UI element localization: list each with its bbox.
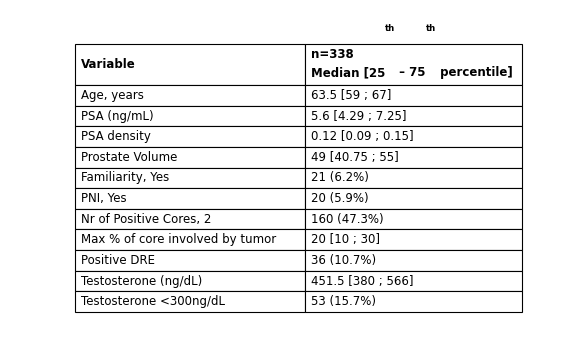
Bar (75, 85, 305, 106)
Text: Testosterone (ng/dL): Testosterone (ng/dL) (81, 275, 202, 288)
Bar (75, 271, 305, 291)
Text: 5.6 [4.29 ; 7.25]: 5.6 [4.29 ; 7.25] (311, 109, 406, 122)
Bar (305, 106, 521, 126)
Text: Positive DRE: Positive DRE (81, 254, 155, 267)
Bar (305, 147, 521, 168)
Bar (305, 85, 521, 106)
Bar (305, 291, 521, 312)
Text: 451.5 [380 ; 566]: 451.5 [380 ; 566] (311, 275, 413, 288)
Text: Prostate Volume: Prostate Volume (81, 151, 178, 164)
Bar (305, 209, 521, 230)
Text: 160 (47.3%): 160 (47.3%) (311, 213, 384, 226)
Text: 21 (6.2%): 21 (6.2%) (311, 171, 369, 184)
Bar (75, 168, 305, 188)
Bar (75, 126, 305, 147)
Bar (305, 168, 521, 188)
Text: n=338: n=338 (311, 48, 354, 61)
Text: th: th (385, 24, 395, 33)
Text: percentile]: percentile] (436, 66, 513, 79)
Bar (305, 230, 521, 250)
Text: Median [25: Median [25 (311, 66, 385, 79)
Bar (75, 291, 305, 312)
Bar (75, 147, 305, 168)
Bar (75, 188, 305, 209)
Text: PNI, Yes: PNI, Yes (81, 192, 126, 205)
Text: th: th (426, 24, 436, 33)
Bar (305, 44, 521, 85)
Text: PSA density: PSA density (81, 130, 151, 143)
Text: Testosterone <300ng/dL: Testosterone <300ng/dL (81, 295, 225, 308)
Text: Max % of core involved by tumor: Max % of core involved by tumor (81, 233, 276, 246)
Bar (305, 188, 521, 209)
Text: Nr of Positive Cores, 2: Nr of Positive Cores, 2 (81, 213, 211, 226)
Text: 36 (10.7%): 36 (10.7%) (311, 254, 376, 267)
Bar (305, 250, 521, 271)
Bar (75, 250, 305, 271)
Text: 53 (15.7%): 53 (15.7%) (311, 295, 376, 308)
Bar (305, 126, 521, 147)
Bar (75, 106, 305, 126)
Text: 20 (5.9%): 20 (5.9%) (311, 192, 368, 205)
Bar (305, 271, 521, 291)
Text: 20 [10 ; 30]: 20 [10 ; 30] (311, 233, 380, 246)
Bar (75, 44, 305, 85)
Text: PSA (ng/mL): PSA (ng/mL) (81, 109, 154, 122)
Bar (75, 230, 305, 250)
Text: 0.12 [0.09 ; 0.15]: 0.12 [0.09 ; 0.15] (311, 130, 413, 143)
Text: 49 [40.75 ; 55]: 49 [40.75 ; 55] (311, 151, 399, 164)
Text: Age, years: Age, years (81, 89, 144, 102)
Text: Variable: Variable (81, 58, 136, 71)
Text: 63.5 [59 ; 67]: 63.5 [59 ; 67] (311, 89, 391, 102)
Text: Familiarity, Yes: Familiarity, Yes (81, 171, 169, 184)
Text: – 75: – 75 (395, 66, 426, 79)
Bar (75, 209, 305, 230)
